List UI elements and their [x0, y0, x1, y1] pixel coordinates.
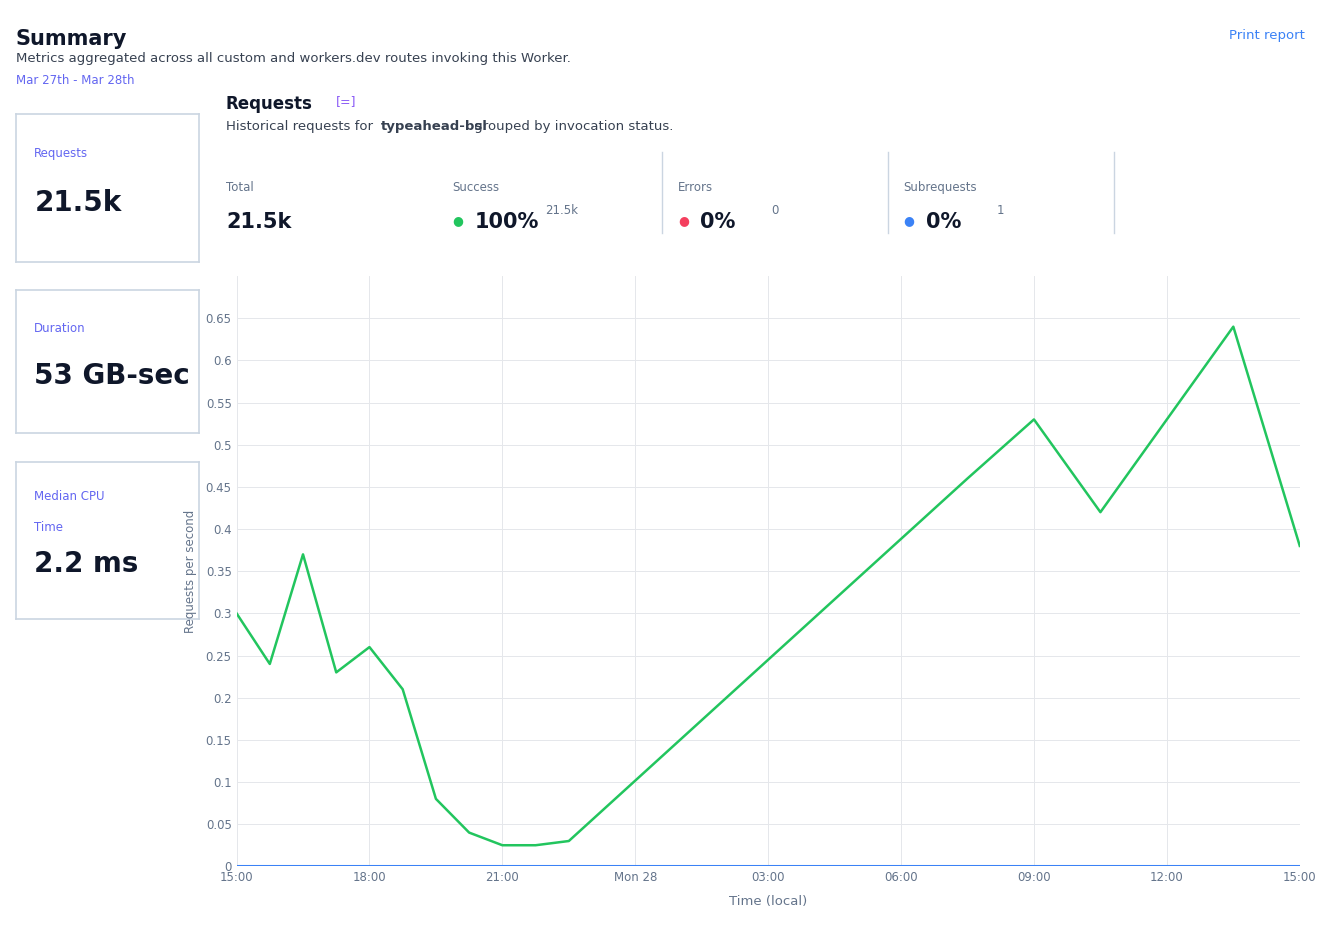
Text: 0%: 0%: [926, 212, 962, 232]
Y-axis label: Requests per second: Requests per second: [185, 509, 198, 633]
Text: typeahead-bsl: typeahead-bsl: [380, 120, 488, 133]
Text: Subrequests: Subrequests: [904, 181, 977, 194]
Text: 0%: 0%: [700, 212, 736, 232]
Text: ●: ●: [452, 214, 462, 228]
Text: [=]: [=]: [336, 95, 356, 109]
Text: Requests: Requests: [226, 95, 312, 113]
Text: 21.5k: 21.5k: [35, 188, 121, 217]
Text: 1: 1: [997, 204, 1005, 217]
Text: ●: ●: [678, 214, 688, 228]
Text: Historical requests for: Historical requests for: [226, 120, 377, 133]
Text: Median CPU: Median CPU: [35, 490, 105, 503]
Text: Summary: Summary: [16, 29, 128, 49]
Text: Print report: Print report: [1229, 29, 1305, 42]
Text: 0: 0: [771, 204, 779, 217]
Text: Errors: Errors: [678, 181, 712, 194]
X-axis label: Time (local): Time (local): [730, 895, 807, 908]
Text: Total: Total: [226, 181, 254, 194]
Text: Success: Success: [452, 181, 498, 194]
Text: 21.5k: 21.5k: [545, 204, 578, 217]
Text: 2.2 ms: 2.2 ms: [35, 550, 138, 578]
Text: 53 GB-sec: 53 GB-sec: [35, 362, 190, 390]
Text: Time: Time: [35, 522, 64, 534]
Text: Duration: Duration: [35, 322, 86, 335]
Text: 21.5k: 21.5k: [226, 212, 291, 232]
Text: grouped by invocation status.: grouped by invocation status.: [469, 120, 672, 133]
Text: ●: ●: [904, 214, 914, 228]
Text: Mar 27th - Mar 28th: Mar 27th - Mar 28th: [16, 74, 134, 88]
Text: Metrics aggregated across all custom and workers.dev routes invoking this Worker: Metrics aggregated across all custom and…: [16, 52, 571, 66]
Text: 100%: 100%: [474, 212, 538, 232]
Text: Requests: Requests: [35, 147, 89, 160]
